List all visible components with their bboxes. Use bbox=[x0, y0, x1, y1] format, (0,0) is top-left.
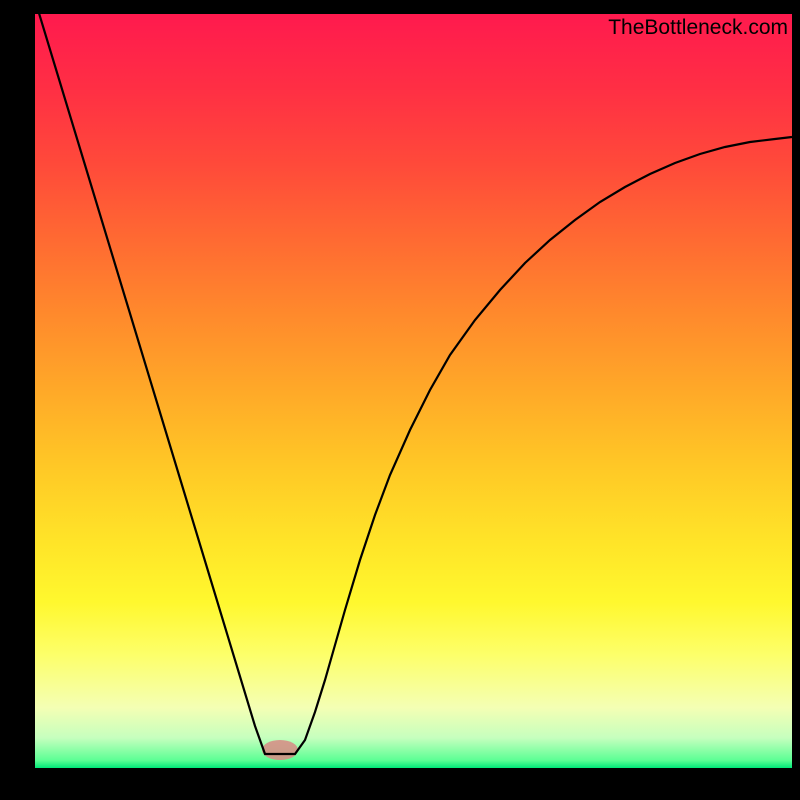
watermark-text: TheBottleneck.com bbox=[608, 16, 788, 40]
plot-area bbox=[35, 14, 792, 768]
curve-layer bbox=[35, 14, 792, 768]
optimum-marker bbox=[262, 740, 298, 760]
bottleneck-chart: TheBottleneck.com bbox=[0, 0, 800, 800]
bottleneck-curve bbox=[35, 14, 792, 754]
